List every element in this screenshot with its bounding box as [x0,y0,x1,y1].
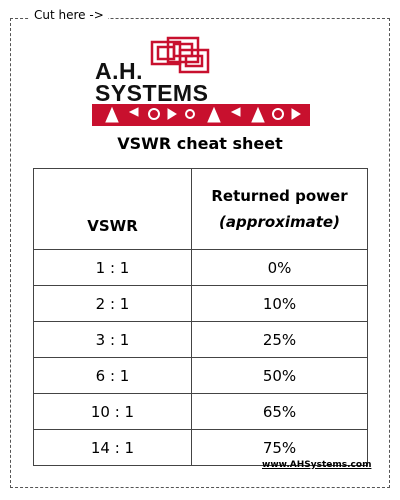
cut-border [10,18,390,488]
table-cell: 6 : 1 [33,357,192,394]
table-cell: 75% [191,429,368,466]
table-row: 1 : 1 0% [33,249,368,286]
table-cell: 65% [191,393,368,430]
logo-text: A.H. [95,58,143,84]
title: VSWR cheat sheet [117,134,283,153]
header-cell: Returned power (approximate) [191,168,368,250]
cut-label: Cut here -> [30,8,108,22]
table-cell: 1 : 1 [33,249,192,286]
logo: A.H. SYSTEMS [92,36,310,128]
footer-url: www.AHSystems.com [262,460,372,470]
table-row: 14 : 1 75% [33,429,368,466]
table-cell: 25% [191,321,368,358]
table-row: 3 : 1 25% [33,321,368,358]
header-text: Returned power [211,187,348,205]
table-cell: 10% [191,285,368,322]
table-cell: 0% [191,249,368,286]
table-cell: 10 : 1 [33,393,192,430]
table-cell: 50% [191,357,368,394]
header-note: (approximate) [219,213,340,231]
header-cell: VSWR [33,168,192,250]
table-row: 2 : 1 10% [33,285,368,322]
vswr-table: VSWR Returned power (approximate) 1 : 1 0%… [33,168,368,466]
table-row: 10 : 1 65% [33,393,368,430]
table-cell: 14 : 1 [33,429,192,466]
header-row: VSWR Returned power (approximate) [33,168,368,250]
table-cell: 3 : 1 [33,321,192,358]
table-cell: 2 : 1 [33,285,192,322]
logo-text: SYSTEMS [95,80,209,106]
table-row: 6 : 1 50% [33,357,368,394]
logo-graphic [92,36,310,126]
